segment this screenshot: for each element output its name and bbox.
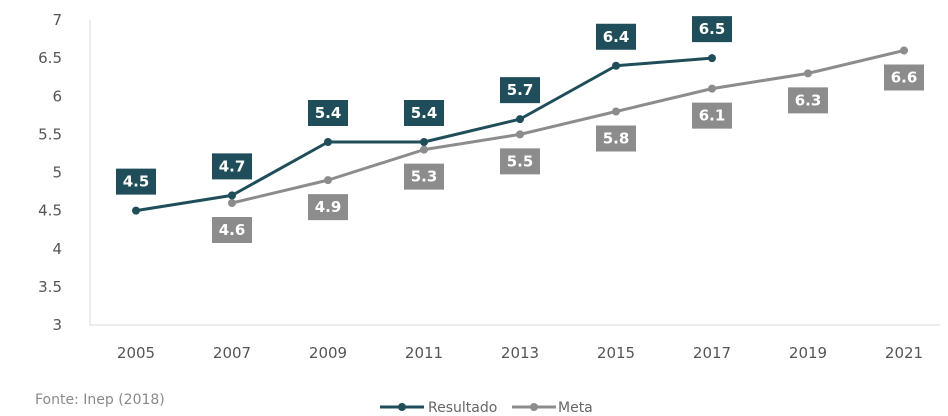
y-tick-label: 5.5 bbox=[38, 125, 62, 143]
resultado-data-label-text: 5.7 bbox=[507, 81, 534, 99]
x-tick-label: 2015 bbox=[597, 344, 635, 362]
meta-data-label: 4.9 bbox=[308, 194, 348, 221]
meta-data-point bbox=[900, 46, 908, 55]
legend-label: Meta bbox=[558, 400, 593, 416]
resultado-data-label-text: 4.5 bbox=[123, 173, 150, 191]
resultado-data-label-box bbox=[404, 100, 444, 126]
legend: Resultado Meta bbox=[380, 400, 593, 416]
meta-data-label-box bbox=[692, 102, 732, 129]
legend-item-meta: Meta bbox=[512, 400, 593, 416]
meta-data-label: 4.6 bbox=[212, 217, 252, 243]
resultado-data-label-text: 6.5 bbox=[699, 20, 726, 38]
legend-item-resultado: Resultado bbox=[380, 400, 497, 416]
meta-data-label: 6.6 bbox=[884, 64, 924, 91]
resultado-data-label: 5.7 bbox=[500, 77, 540, 104]
meta-data-point bbox=[420, 145, 428, 154]
resultado-data-label: 5.4 bbox=[308, 100, 348, 126]
resultado-data-label-box bbox=[308, 100, 348, 126]
resultado-data-label: 4.7 bbox=[212, 153, 252, 180]
y-tick-label: 7 bbox=[52, 11, 62, 29]
resultado-data-label-box bbox=[212, 153, 252, 180]
series-layer bbox=[132, 46, 908, 215]
y-tick-label: 6 bbox=[52, 87, 62, 105]
legend-label: Resultado bbox=[428, 400, 497, 416]
resultado-data-label-box bbox=[116, 168, 156, 195]
y-tick-label: 3.5 bbox=[38, 278, 62, 296]
x-tick-label: 2021 bbox=[885, 344, 923, 362]
resultado-data-label-box bbox=[500, 77, 540, 104]
y-tick-label: 4.5 bbox=[38, 202, 62, 220]
meta-data-point bbox=[612, 107, 620, 116]
resultado-data-label: 6.4 bbox=[596, 23, 636, 50]
meta-data-point bbox=[516, 130, 524, 139]
resultado-data-label: 5.4 bbox=[404, 100, 444, 126]
y-tick-label: 4 bbox=[52, 240, 62, 258]
meta-data-label-text: 6.1 bbox=[699, 107, 726, 125]
meta-data-label: 5.5 bbox=[500, 148, 540, 175]
meta-data-label-text: 4.9 bbox=[315, 198, 342, 216]
y-tick-label: 5 bbox=[52, 164, 62, 182]
resultado-data-point bbox=[132, 206, 140, 215]
meta-data-label-box bbox=[212, 217, 252, 243]
data-labels-layer: 4.5 4.7 5.4 5.4 5.7 6.4 6.5 4.6 4.9 5.3 5.5 5.8 6.1 6… bbox=[116, 16, 924, 243]
x-tick-label: 2019 bbox=[789, 344, 827, 362]
resultado-data-point bbox=[612, 61, 620, 70]
x-tick-label: 2011 bbox=[405, 344, 443, 362]
resultado-data-label-text: 4.7 bbox=[219, 157, 246, 175]
meta-data-point bbox=[708, 84, 716, 93]
resultado-data-label-box bbox=[692, 16, 732, 43]
meta-data-point bbox=[324, 176, 332, 185]
meta-series-line bbox=[230, 49, 906, 205]
meta-data-label-box bbox=[308, 194, 348, 221]
resultado-data-point bbox=[708, 54, 716, 63]
y-tick-label: 6.5 bbox=[38, 49, 62, 67]
resultado-data-label-box bbox=[596, 23, 636, 50]
meta-data-label-text: 4.6 bbox=[219, 221, 246, 239]
x-tick-labels: 2005 2007 2009 2011 2013 2015 2017 2019 2021 bbox=[117, 344, 923, 362]
meta-data-label: 6.3 bbox=[788, 87, 828, 114]
meta-data-label-text: 6.3 bbox=[795, 91, 822, 109]
meta-data-label-text: 5.5 bbox=[507, 152, 534, 170]
source-note: Fonte: Inep (2018) bbox=[35, 392, 165, 408]
resultado-data-label: 4.5 bbox=[116, 168, 156, 195]
meta-data-label-box bbox=[500, 148, 540, 175]
resultado-data-label-text: 6.4 bbox=[603, 28, 630, 46]
x-tick-label: 2017 bbox=[693, 344, 731, 362]
meta-data-label: 5.3 bbox=[404, 163, 444, 190]
x-tick-label: 2009 bbox=[309, 344, 347, 362]
x-tick-label: 2013 bbox=[501, 344, 539, 362]
legend-swatch-marker bbox=[530, 403, 538, 411]
resultado-data-label-text: 5.4 bbox=[411, 104, 438, 122]
x-tick-label: 2005 bbox=[117, 344, 155, 362]
meta-data-point bbox=[804, 69, 812, 78]
resultado-data-point bbox=[324, 138, 332, 146]
meta-data-label: 5.8 bbox=[596, 125, 636, 152]
x-tick-label: 2007 bbox=[213, 344, 251, 362]
resultado-data-point bbox=[420, 138, 428, 146]
meta-data-label: 6.1 bbox=[692, 102, 732, 129]
resultado-data-point bbox=[516, 115, 524, 124]
legend-swatch-marker bbox=[398, 403, 406, 411]
resultado-data-point bbox=[228, 191, 236, 200]
y-tick-labels: 3 3.5 4 4.5 5 5.5 6 6.5 7 bbox=[38, 11, 62, 334]
meta-data-label-text: 6.6 bbox=[891, 69, 918, 87]
meta-data-label-box bbox=[884, 64, 924, 91]
meta-data-label-box bbox=[404, 163, 444, 190]
y-tick-label: 3 bbox=[52, 316, 62, 334]
meta-data-label-box bbox=[788, 87, 828, 114]
meta-data-label-box bbox=[596, 125, 636, 152]
axes bbox=[89, 20, 940, 326]
resultado-data-label-text: 5.4 bbox=[315, 104, 342, 122]
meta-data-label-text: 5.8 bbox=[603, 130, 630, 148]
meta-data-label-text: 5.3 bbox=[411, 168, 438, 186]
meta-data-point bbox=[228, 199, 236, 207]
resultado-data-label: 6.5 bbox=[692, 16, 732, 43]
